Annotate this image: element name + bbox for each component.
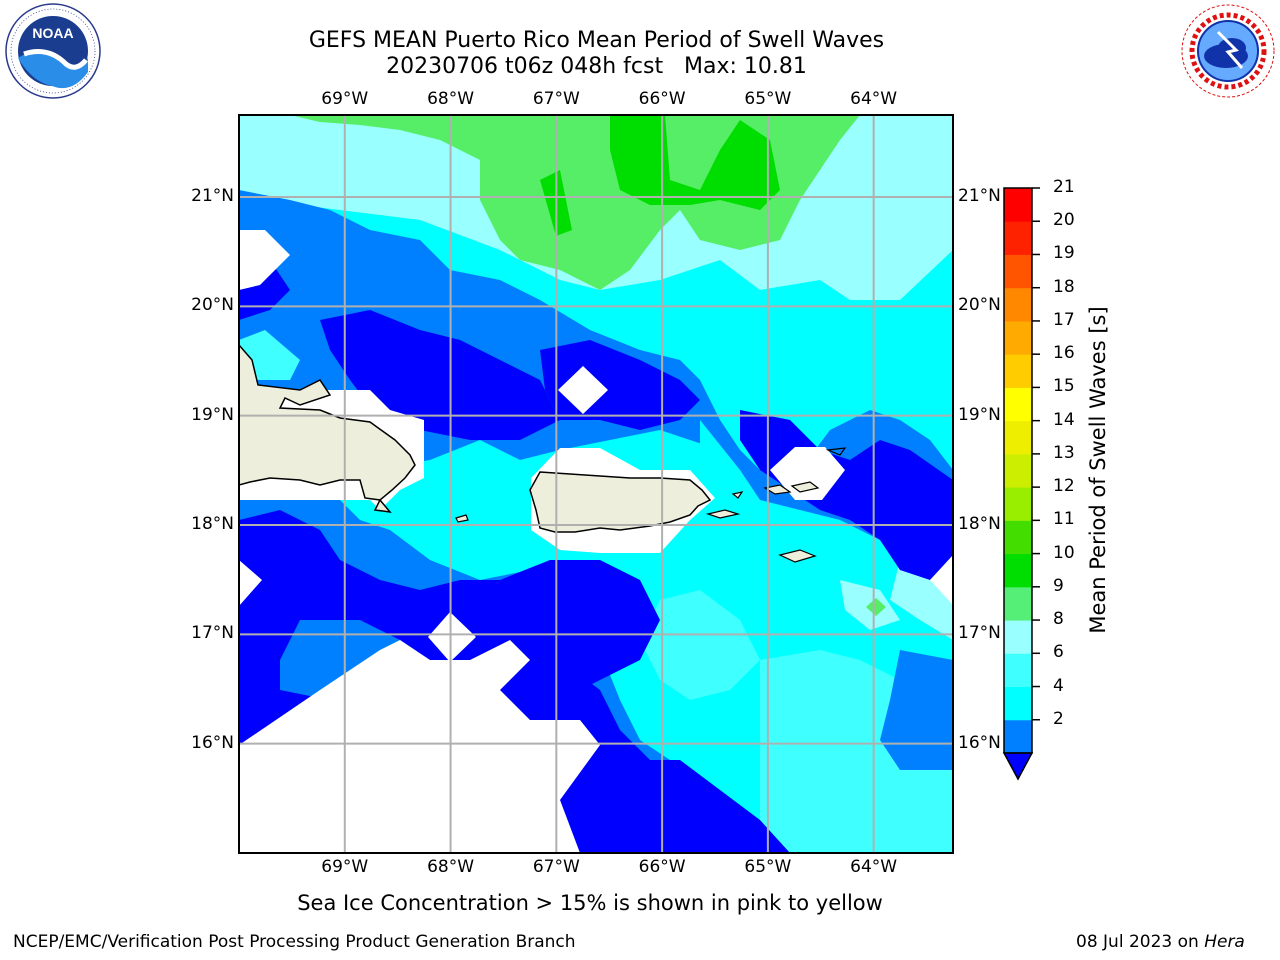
contour-band-9-10-spot xyxy=(866,598,886,616)
colorbar-segment xyxy=(1004,620,1032,654)
lon-top-label: 65°W xyxy=(744,89,792,109)
colorbar-tick-label: 14 xyxy=(1053,409,1075,430)
masked-area-e xyxy=(930,555,953,605)
colorbar-tick-label: 10 xyxy=(1053,542,1075,563)
colorbar-tick-label: 11 xyxy=(1053,509,1075,530)
colorbar-tick-label: 16 xyxy=(1053,343,1075,364)
contour-band-9-10-nw xyxy=(239,115,385,162)
colorbar-segment xyxy=(1004,354,1032,388)
colorbar-frame xyxy=(1003,187,1033,754)
chart-subtitle: 20230706 t06z 048h fcst Max: 10.81 xyxy=(386,54,807,79)
lon-top-label: 66°W xyxy=(638,89,686,109)
colorbar-tick-label: 15 xyxy=(1053,376,1075,397)
colorbar-segment xyxy=(1004,221,1032,255)
colorbar-tick-label: 12 xyxy=(1053,476,1075,497)
lat-right-label: 19°N xyxy=(958,404,1001,425)
masked-area-c xyxy=(558,366,608,414)
colorbar-tick-label: 20 xyxy=(1053,210,1075,231)
colorbar-segment xyxy=(1004,254,1032,289)
colorbar-label: Mean Period of Swell Waves [s] xyxy=(1086,306,1110,634)
lon-top-label: 68°W xyxy=(427,89,475,109)
colorbar-segment xyxy=(1004,487,1032,521)
masked-area-a xyxy=(428,612,476,662)
colorbar-tick-label: 19 xyxy=(1053,243,1075,264)
lon-top-label: 64°W xyxy=(850,89,898,109)
chart-title: GEFS MEAN Puerto Rico Mean Period of Swe… xyxy=(308,28,885,53)
lon-top-label: 67°W xyxy=(532,89,580,109)
lon-top-label: 69°W xyxy=(321,89,369,109)
footnote: Sea Ice Concentration > 15% is shown in … xyxy=(297,891,883,915)
credit-right: 08 Jul 2023 on Hera xyxy=(1076,932,1245,952)
lat-right-label: 16°N xyxy=(958,732,1001,753)
colorbar-tick-label: 21 xyxy=(1053,177,1075,197)
land-anegada xyxy=(825,447,847,456)
lat-right-label: 21°N xyxy=(958,186,1001,206)
masked-area-virgin-islands xyxy=(770,447,845,500)
lon-bot-label: 64°W xyxy=(850,857,898,877)
lat-right-label: 18°N xyxy=(958,514,1001,534)
lat-left-label: 20°N xyxy=(191,295,234,316)
colorbar-segment xyxy=(1004,553,1032,588)
colorbar-segment xyxy=(1004,188,1032,222)
masked-area-south xyxy=(239,640,600,853)
lon-bot-label: 69°W xyxy=(321,857,369,877)
colorbar-tick-label: 2 xyxy=(1053,708,1064,729)
colorbar-segment xyxy=(1004,287,1032,322)
credit-left: NCEP/EMC/Verification Post Processing Pr… xyxy=(13,932,576,952)
colorbar xyxy=(1002,187,1040,781)
contour-band-10-11 xyxy=(610,115,780,210)
colorbar-tick-label: 13 xyxy=(1053,442,1075,463)
contour-band-8-9-s xyxy=(640,590,760,700)
colorbar-segment xyxy=(1004,586,1032,621)
lat-left-label: 17°N xyxy=(191,623,234,644)
colorbar-segment xyxy=(1004,719,1032,754)
masked-area-d xyxy=(239,560,262,606)
land-culebra xyxy=(731,491,744,499)
land-st-john xyxy=(790,481,820,493)
noaa-logo: NOAA xyxy=(5,3,101,99)
masked-area-b xyxy=(239,230,290,290)
land-mona-island xyxy=(455,514,469,523)
lat-left-label: 21°N xyxy=(191,186,234,206)
lat-left-label: 16°N xyxy=(191,732,234,753)
colorbar-segment xyxy=(1004,320,1032,355)
colorbar-segment xyxy=(1004,387,1032,422)
noaa-logo-text: NOAA xyxy=(32,25,73,41)
lat-left-label: 19°N xyxy=(191,404,234,425)
map-frame xyxy=(238,114,954,854)
lat-left-label: 18°N xyxy=(191,514,234,534)
colorbar-segment xyxy=(1004,420,1032,455)
land-st-thomas xyxy=(763,484,792,495)
credit-date: 08 Jul 2023 on xyxy=(1076,932,1205,952)
colorbar-tick-label: 17 xyxy=(1053,309,1075,330)
lat-right-label: 20°N xyxy=(958,295,1001,316)
land-vieques xyxy=(705,509,741,519)
land-hispaniola xyxy=(239,343,416,513)
lon-bot-label: 67°W xyxy=(532,857,580,877)
colorbar-tick-label: 9 xyxy=(1053,575,1064,596)
colorbar-segment xyxy=(1004,520,1032,555)
contour-band-2-4-g xyxy=(580,760,790,853)
colorbar-under-triangle xyxy=(1002,752,1034,781)
colorbar-tick-label: 18 xyxy=(1053,276,1075,297)
lon-bot-label: 65°W xyxy=(744,857,792,877)
colorbar-tick-label: 6 xyxy=(1053,642,1064,663)
colorbar-segment xyxy=(1004,453,1032,488)
colorbar-segment xyxy=(1004,686,1032,721)
colorbar-tick-label: 8 xyxy=(1053,609,1064,630)
nws-logo xyxy=(1181,4,1275,98)
credit-machine: Hera xyxy=(1204,932,1245,952)
land-st-croix xyxy=(778,549,817,563)
contour-band-4-6-e xyxy=(880,650,953,770)
lon-bot-label: 68°W xyxy=(427,857,475,877)
lon-bot-label: 66°W xyxy=(638,857,686,877)
lat-right-label: 17°N xyxy=(958,623,1001,644)
colorbar-tick-label: 4 xyxy=(1053,675,1064,696)
land-puerto-rico xyxy=(529,471,712,533)
map-gridlines xyxy=(239,115,953,853)
colorbar-segment xyxy=(1004,653,1032,688)
